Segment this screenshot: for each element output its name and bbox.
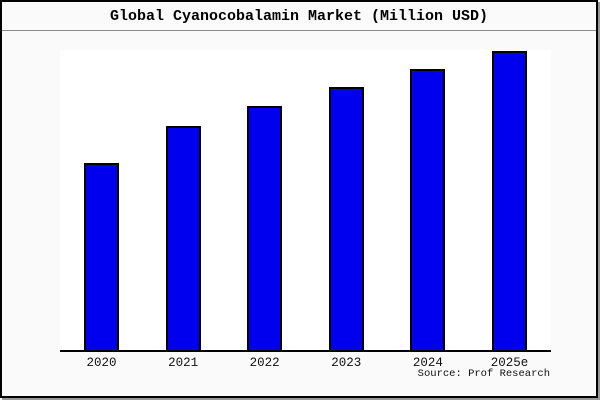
source-note: Source: Prof Research [417, 368, 550, 380]
bar-group: 2022 [247, 50, 283, 370]
chart-title: Global Cyanocobalamin Market (Million US… [109, 7, 489, 25]
bar-2024 [410, 68, 446, 350]
x-tick-label: 2021 [168, 356, 199, 370]
title-bar: Global Cyanocobalamin Market (Million US… [2, 2, 596, 31]
x-tick-label: 2023 [331, 356, 362, 370]
bar-group: 2024 [410, 50, 446, 370]
bar-group: 2021 [165, 50, 201, 370]
bars-container: 2020 2021 2022 2023 2024 2025e [60, 50, 551, 370]
bar-2023 [328, 86, 364, 350]
bar-2022 [247, 106, 283, 350]
x-tick-label: 2025e [490, 356, 529, 370]
bar-group: 2025e [491, 50, 528, 370]
bar-2021 [165, 125, 201, 350]
bar-2020 [84, 163, 119, 350]
x-tick-label: 2024 [412, 356, 443, 370]
bar-2025e [491, 50, 527, 350]
x-tick-label: 2020 [86, 356, 117, 370]
x-tick-label: 2022 [249, 356, 280, 370]
bar-group: 2020 [84, 50, 119, 370]
bar-group: 2023 [328, 50, 364, 370]
plot-area: 2020 2021 2022 2023 2024 2025e [60, 50, 551, 370]
